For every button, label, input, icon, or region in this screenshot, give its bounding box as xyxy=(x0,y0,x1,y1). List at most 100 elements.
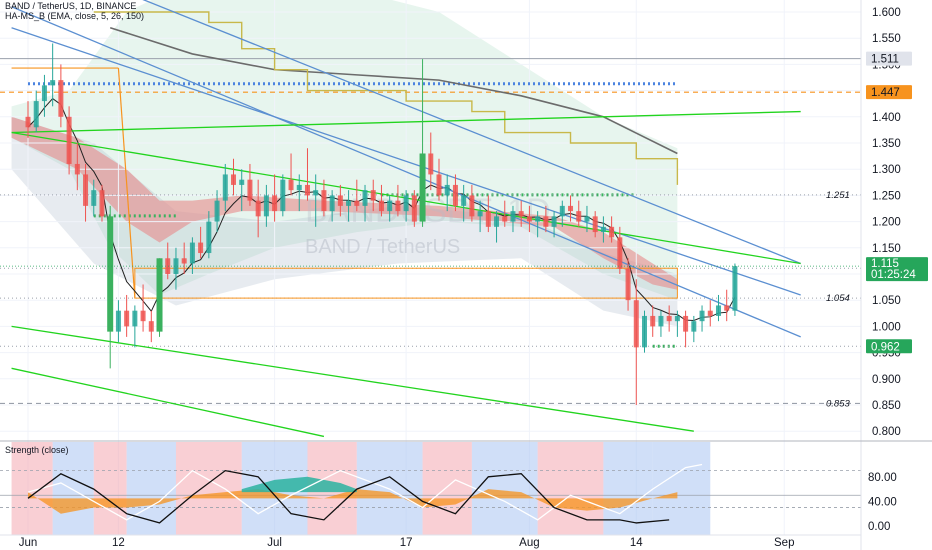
candle xyxy=(182,258,187,263)
candle xyxy=(502,216,507,221)
time-tick-label: 17 xyxy=(400,537,413,549)
level-label: 1.054 xyxy=(826,293,850,304)
candle xyxy=(560,206,565,216)
candle xyxy=(198,243,203,253)
price-tick-label: 1.250 xyxy=(872,190,901,202)
price-badge-label: 0.962 xyxy=(871,341,900,353)
countdown-label: 01:25:24 xyxy=(871,269,916,281)
candle xyxy=(99,190,104,216)
candle xyxy=(132,311,137,327)
candle xyxy=(437,174,442,195)
candle xyxy=(716,305,721,315)
candle xyxy=(667,316,672,321)
candle xyxy=(494,216,499,226)
candle xyxy=(124,311,129,327)
candle xyxy=(469,195,474,216)
candle xyxy=(280,180,285,211)
candle xyxy=(543,216,548,226)
price-tick-label: 1.000 xyxy=(872,321,901,333)
candle xyxy=(75,164,80,174)
candle xyxy=(527,216,532,221)
candle xyxy=(34,101,39,127)
candle xyxy=(519,211,524,216)
price-tick-label: 1.150 xyxy=(872,243,901,255)
candle xyxy=(42,85,47,101)
candle xyxy=(141,311,146,321)
price-tick-label: 1.600 xyxy=(872,7,901,19)
candle xyxy=(700,311,705,321)
candle xyxy=(428,153,433,174)
candle xyxy=(404,195,409,211)
candle xyxy=(593,216,598,232)
candle xyxy=(445,185,450,195)
indicator-title: HA-MS_B (EMA, close, 5, 26, 150) xyxy=(5,11,144,21)
candle xyxy=(708,311,713,316)
candle xyxy=(149,321,154,331)
candle xyxy=(313,190,318,195)
candle xyxy=(272,195,277,211)
price-tick-label: 1.350 xyxy=(872,138,901,150)
level-label: 1.251 xyxy=(826,190,850,201)
price-tick-label: 1.050 xyxy=(872,295,901,307)
candle xyxy=(683,316,688,332)
candle xyxy=(67,117,72,164)
candle xyxy=(354,201,359,206)
strength-zone xyxy=(176,442,242,535)
candle xyxy=(231,174,236,184)
candle xyxy=(658,316,663,326)
strength-panel xyxy=(0,442,861,535)
candle xyxy=(691,321,696,331)
candle xyxy=(601,227,606,232)
candle xyxy=(116,311,121,332)
price-badge-label: 1.511 xyxy=(871,54,899,66)
candle xyxy=(107,216,113,331)
price-tick-label: 1.300 xyxy=(872,164,901,176)
candle xyxy=(420,153,426,221)
candle xyxy=(264,195,269,216)
candle xyxy=(387,201,392,211)
candle xyxy=(346,201,351,206)
strength-zone xyxy=(53,442,94,535)
candle xyxy=(83,174,88,205)
candle xyxy=(305,185,310,195)
candle xyxy=(412,195,417,221)
strength-tick-label: 80.00 xyxy=(868,472,897,484)
candle xyxy=(568,206,573,211)
time-tick-label: Aug xyxy=(519,537,539,549)
candle xyxy=(321,190,326,211)
candle xyxy=(478,211,483,216)
strength-zone xyxy=(538,442,604,535)
candle xyxy=(379,201,384,211)
candle xyxy=(91,190,96,206)
strength-zone xyxy=(423,442,472,535)
level-labels: 1.251 1.054 0.853 xyxy=(826,190,850,410)
candle xyxy=(584,216,589,221)
candle xyxy=(247,180,252,201)
price-tick-label: 0.850 xyxy=(872,400,901,412)
strength-tick-label: 0.00 xyxy=(868,521,890,533)
chart-title: BAND / TetherUS, 1D, BINANCE xyxy=(5,1,136,11)
time-tick-label: 14 xyxy=(630,537,643,549)
candle xyxy=(724,305,729,310)
price-tick-label: 0.900 xyxy=(872,374,901,386)
candle xyxy=(50,80,55,85)
candle xyxy=(371,190,376,200)
candle xyxy=(215,201,220,222)
candle xyxy=(486,211,491,227)
price-tick-label: 1.200 xyxy=(872,217,901,229)
candle xyxy=(453,185,458,206)
time-axis[interactable]: Jun 12 Jul 17 Aug 14 Sep xyxy=(19,537,795,549)
candle xyxy=(609,227,614,237)
time-tick-label: 12 xyxy=(112,537,125,549)
candle xyxy=(510,211,515,221)
candle xyxy=(535,216,540,221)
price-badge-label: 1.447 xyxy=(871,87,900,99)
candle xyxy=(732,266,737,311)
candle xyxy=(634,300,639,347)
candle xyxy=(58,80,63,117)
candle xyxy=(289,180,294,190)
candle xyxy=(239,180,244,185)
price-axis[interactable]: 1.6001.5501.5001.4501.4001.3501.3001.250… xyxy=(872,7,901,438)
watermark-symbol: BAND / TetherUS xyxy=(305,236,460,258)
